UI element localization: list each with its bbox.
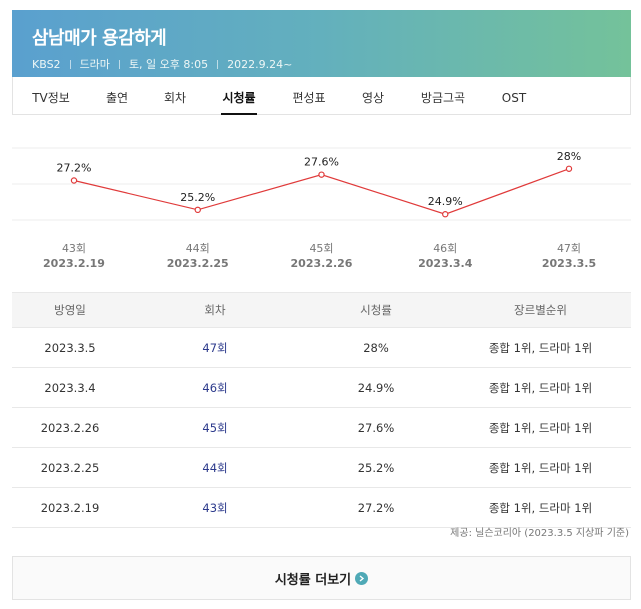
- cell-episode-link[interactable]: 43회: [128, 487, 302, 528]
- cell-air-date: 2023.2.19: [12, 487, 128, 528]
- x-tick-date-label: 2023.3.4: [418, 257, 473, 270]
- rating-value-label: 24.9%: [428, 195, 463, 208]
- x-tick-date-label: 2023.3.5: [542, 257, 596, 270]
- x-tick-date-label: 2023.2.25: [167, 257, 229, 270]
- rating-value-label: 28%: [557, 150, 581, 163]
- tab-schedule[interactable]: 편성표: [292, 90, 326, 105]
- cell-genre-rank: 종합 1위, 드라마 1위: [450, 367, 631, 408]
- cell-rating: 27.6%: [302, 407, 450, 448]
- tab-music[interactable]: 방금그곡: [420, 90, 466, 105]
- tab-cast[interactable]: 출연: [105, 90, 129, 105]
- cell-air-date: 2023.2.26: [12, 407, 128, 448]
- start-date: 2022.9.24~: [227, 57, 293, 71]
- rating-point[interactable]: [565, 165, 573, 172]
- program-meta: KBS2 드라마 토, 일 오후 8:05 2022.9.24~: [32, 56, 292, 72]
- chevron-right-icon: [355, 571, 369, 585]
- header-air-date: 방영일: [12, 292, 128, 328]
- x-tick-episode-label: 45회: [309, 242, 333, 255]
- rating-point[interactable]: [442, 211, 449, 218]
- tab-ost[interactable]: OST: [501, 90, 527, 105]
- table-row: 2023.3.5 47회 28% 종합 1위, 드라마 1위: [12, 327, 631, 368]
- rating-point[interactable]: [70, 177, 78, 184]
- table-row: 2023.2.25 44회 25.2% 종합 1위, 드라마 1위: [12, 447, 631, 488]
- cell-rating: 28%: [302, 327, 450, 368]
- rating-value-label: 25.2%: [180, 191, 215, 204]
- program-tabs: TV정보 출연 회차 시청률 편성표 영상 방금그곡 OST: [12, 77, 631, 115]
- header-episode: 회차: [128, 292, 302, 328]
- cell-rating: 27.2%: [302, 487, 450, 528]
- genre: 드라마: [79, 58, 110, 71]
- cell-episode-link[interactable]: 44회: [128, 447, 302, 488]
- table-header-row: 방영일 회차 시청률 장르별순위: [12, 292, 631, 328]
- rating-value-label: 27.2%: [57, 162, 92, 175]
- more-ratings-button[interactable]: 시청률 더보기: [274, 569, 369, 588]
- x-tick-episode-label: 47회: [557, 242, 581, 255]
- meta-divider: [69, 59, 71, 69]
- meta-divider: [217, 59, 219, 69]
- x-tick-date-label: 2023.2.26: [291, 257, 353, 270]
- tab-ratings[interactable]: 시청률: [221, 77, 257, 115]
- cell-genre-rank: 종합 1위, 드라마 1위: [450, 407, 631, 448]
- cell-episode-link[interactable]: 45회: [128, 407, 302, 448]
- cell-genre-rank: 종합 1위, 드라마 1위: [450, 487, 631, 528]
- table-row: 2023.3.4 46회 24.9% 종합 1위, 드라마 1위: [12, 367, 631, 408]
- cell-air-date: 2023.3.4: [12, 367, 128, 408]
- x-tick-episode-label: 44회: [186, 242, 210, 255]
- rating-point[interactable]: [318, 171, 325, 178]
- cell-episode-link[interactable]: 46회: [128, 367, 302, 408]
- cell-air-date: 2023.2.25: [12, 447, 128, 488]
- meta-divider: [118, 59, 120, 69]
- program-title[interactable]: 삼남매가 용감하게: [32, 28, 167, 49]
- more-ratings-label: 시청률 더보기: [274, 572, 352, 588]
- table-row: 2023.2.26 45회 27.6% 종합 1위, 드라마 1위: [12, 407, 631, 448]
- cell-rating: 24.9%: [302, 367, 450, 408]
- x-tick-episode-label: 46회: [433, 242, 457, 255]
- ratings-chart: 27.2% 43회 2023.2.19 25.2% 44회 2023.2.25 27.6% 4…: [12, 140, 631, 280]
- data-source-note: 제공: 닐슨코리아 (2023.3.5 지상파 기준): [450, 528, 629, 539]
- rating-point[interactable]: [194, 206, 201, 214]
- table-row: 2023.2.19 43회 27.2% 종합 1위, 드라마 1위: [12, 487, 631, 528]
- header-rating: 시청률: [302, 292, 450, 328]
- tab-tv-info[interactable]: TV정보: [32, 90, 70, 105]
- cell-rating: 25.2%: [302, 447, 450, 488]
- cell-genre-rank: 종합 1위, 드라마 1위: [450, 447, 631, 488]
- channel: KBS2: [32, 57, 61, 71]
- ratings-table: 방영일 회차 시청률 장르별순위 2023.3.5 47회 28% 종합 1위,…: [12, 292, 631, 528]
- program-banner: 삼남매가 용감하게 KBS2 드라마 토, 일 오후 8:05 2022.9.2…: [12, 10, 631, 77]
- cell-genre-rank: 종합 1위, 드라마 1위: [450, 327, 631, 368]
- cell-episode-link[interactable]: 47회: [128, 327, 302, 368]
- x-tick-date-label: 2023.2.19: [43, 257, 105, 270]
- tab-episodes[interactable]: 회차: [163, 90, 187, 105]
- header-genre-rank: 장르별순위: [450, 292, 631, 328]
- more-ratings-bar: 시청률 더보기: [12, 556, 631, 600]
- cell-air-date: 2023.3.5: [12, 327, 128, 368]
- x-tick-episode-label: 43회: [62, 242, 86, 255]
- tab-video[interactable]: 영상: [361, 90, 385, 105]
- rating-value-label: 27.6%: [304, 156, 339, 169]
- broadcast-schedule: 토, 일 오후 8:05: [128, 58, 209, 71]
- ratings-line-chart: 27.2% 43회 2023.2.19 25.2% 44회 2023.2.25 27.6% 4…: [12, 147, 631, 270]
